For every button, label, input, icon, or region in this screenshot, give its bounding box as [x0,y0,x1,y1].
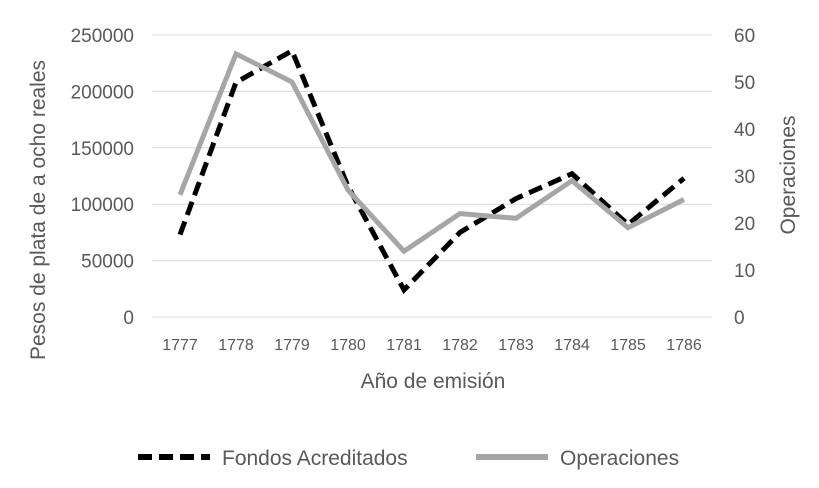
x-tick-label: 1785 [610,337,646,354]
x-axis-ticks: 1777 1778 1779 1780 1781 1782 1783 1784 1785 1786 [162,337,702,354]
gridlines [152,34,712,318]
y-left-tick-label: 50000 [81,252,134,273]
x-tick-label: 1784 [554,337,590,354]
x-tick-label: 1779 [274,337,310,354]
y-right-tick-label: 30 [734,167,755,188]
legend-label-operaciones: Operaciones [560,447,679,470]
y-right-tick-label: 20 [734,214,755,235]
y-right-tick-label: 50 [734,73,755,94]
right-axis-ticks: 0 10 20 30 40 50 60 [734,26,755,329]
x-tick-label: 1777 [162,337,198,354]
y-left-tick-label: 150000 [71,139,134,160]
y-left-tick-label: 250000 [71,26,134,47]
x-tick-label: 1781 [386,337,422,354]
x-tick-label: 1782 [442,337,478,354]
x-tick-label: 1780 [330,337,366,354]
legend: Fondos Acreditados Operaciones [138,447,679,470]
legend-label-fondos: Fondos Acreditados [222,447,408,470]
y-left-tick-label: 200000 [71,82,134,103]
series-line-operaciones [177,50,686,255]
y-axis-left-label: Pesos de plata de a ocho reales [27,60,50,360]
x-axis-label: Año de emisión [361,370,506,393]
series-line-fondos-acreditados [177,47,686,295]
x-tick-label: 1786 [666,337,702,354]
y-left-tick-label: 100000 [71,195,134,216]
y-right-tick-label: 0 [734,308,745,329]
y-right-tick-label: 10 [734,261,755,282]
left-axis-ticks: 0 50000 100000 150000 200000 250000 [71,26,134,329]
y-right-tick-label: 40 [734,120,755,141]
series-lines [177,47,686,295]
y-axis-right-label: Operaciones [777,115,800,234]
y-left-tick-label: 0 [123,308,134,329]
x-tick-label: 1783 [498,337,534,354]
y-right-tick-label: 60 [734,26,755,47]
x-tick-label: 1778 [218,337,254,354]
